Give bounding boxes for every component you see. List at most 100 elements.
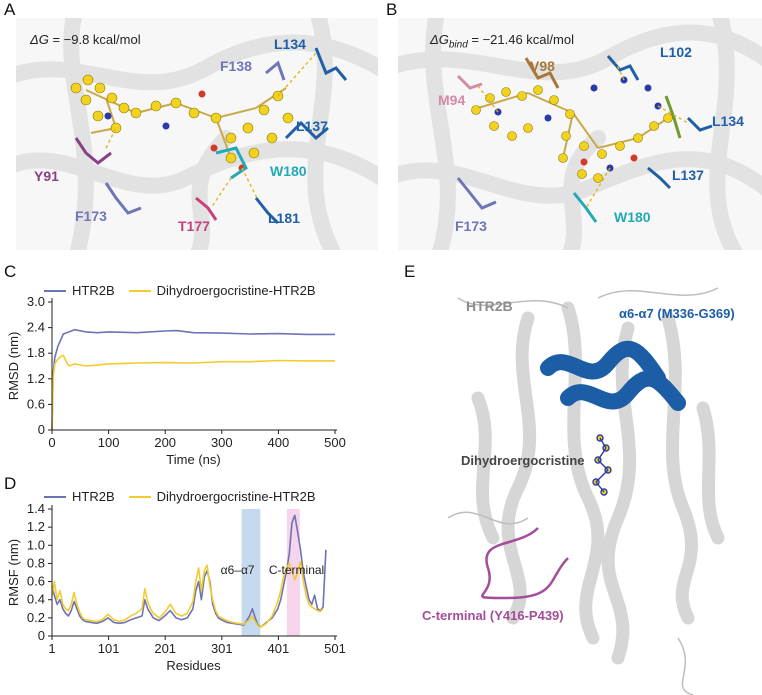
legend-swatch xyxy=(44,495,66,498)
region-label: C-terminal xyxy=(269,563,324,577)
x-axis-label: Time (ns) xyxy=(166,452,220,467)
y-tick-label: 3.0 xyxy=(27,294,45,309)
panel-e-helix-ribbon xyxy=(540,340,686,411)
y-tick-label: 0 xyxy=(38,422,45,437)
legend-label: HTR2B xyxy=(72,283,115,298)
panel-a-energy: ΔG = −9.8 kcal/mol xyxy=(30,32,141,47)
chart-c-legend: HTR2B Dihydroergocristine-HTR2B xyxy=(44,283,330,298)
chart-c-legend-item: HTR2B xyxy=(44,283,115,298)
panel-a-ligand-atoms xyxy=(70,74,294,164)
panel-e-ligand-label: Dihydroergocristine xyxy=(461,453,585,468)
panel-letter-e: E xyxy=(404,262,416,281)
legend-label: Dihydroergocristine-HTR2B xyxy=(156,489,316,504)
panel-b-ligand-atoms xyxy=(471,85,673,183)
panel-a-residue-label-l137: L137 xyxy=(296,118,328,134)
panel-letter-a: A xyxy=(4,0,16,19)
y-tick-label: 0.2 xyxy=(27,610,45,625)
panel-b-residue-label-v98: V98 xyxy=(530,58,555,74)
panel-a-residue-label-l134: L134 xyxy=(274,36,306,52)
legend-label: Dihydroergocristine-HTR2B xyxy=(156,283,316,298)
panel-b-residue-label-l134: L134 xyxy=(712,113,744,129)
y-tick-label: 0.6 xyxy=(27,396,45,411)
panel-e-image xyxy=(447,287,725,695)
y-tick-label: 1.8 xyxy=(27,345,45,360)
x-tick-label: 300 xyxy=(211,435,233,450)
y-tick-label: 1.2 xyxy=(27,519,45,534)
highlight-region xyxy=(286,509,300,636)
y-tick-label: 0.6 xyxy=(27,574,45,589)
y-tick-label: 2.4 xyxy=(27,320,45,335)
chart-d-legend-item: Dihydroergocristine-HTR2B xyxy=(128,489,316,504)
panel-a-image xyxy=(16,18,378,250)
panel-e-protein-label: HTR2B xyxy=(466,298,513,314)
panel-b-hbonds xyxy=(477,62,689,209)
panel-e-cterm-label: C-terminal (Y416-P439) xyxy=(422,608,564,623)
panel-b-energy: ΔGbind = −21.46 kcal/mol xyxy=(430,32,574,51)
legend-swatch xyxy=(128,289,151,292)
y-tick-label: 1.4 xyxy=(27,501,45,516)
panel-a-energy-value: = −9.8 kcal/mol xyxy=(48,32,141,47)
panel-b-oxygen-atoms xyxy=(580,154,638,166)
highlight-region xyxy=(241,509,261,636)
x-tick-label: 401 xyxy=(268,641,290,656)
x-tick-label: 1 xyxy=(48,641,55,656)
panel-e-cterm-loop xyxy=(480,527,569,600)
y-tick-label: 1.2 xyxy=(27,371,45,386)
chart-c-legend-item: Dihydroergocristine-HTR2B xyxy=(128,283,316,298)
panel-a-residue-label-y91: Y91 xyxy=(34,168,59,184)
x-tick-label: 201 xyxy=(154,641,176,656)
series-line-2 xyxy=(51,560,324,628)
legend-swatch xyxy=(128,495,151,498)
x-tick-label: 400 xyxy=(268,435,290,450)
panel-a-ribbons xyxy=(16,18,378,250)
panel-letter-d: D xyxy=(4,474,17,493)
panel-a-nitrogen-atoms xyxy=(104,112,170,130)
panel-e-structure xyxy=(418,278,762,695)
panel-b-energy-value: = −21.46 kcal/mol xyxy=(467,32,574,47)
x-tick-label: 301 xyxy=(211,641,233,656)
panel-letter-c: C xyxy=(4,262,17,281)
legend-label: HTR2B xyxy=(72,489,115,504)
panel-a-energy-symbol: ΔG xyxy=(30,32,49,47)
panel-b-residue-label-l137: L137 xyxy=(672,167,704,183)
panel-a-hbonds xyxy=(105,52,317,209)
panel-b-structure xyxy=(398,18,762,250)
series-line-1 xyxy=(51,514,327,628)
panel-b-ribbons xyxy=(398,18,762,250)
panel-b-energy-subscript: bind xyxy=(448,39,468,51)
panel-b-residue-sticks xyxy=(456,55,713,223)
panel-a-residue-label-f138: F138 xyxy=(220,58,252,74)
x-tick-label: 501 xyxy=(324,641,346,656)
y-tick-label: 0.8 xyxy=(27,555,45,570)
series-line-1 xyxy=(51,328,335,431)
panel-b-image xyxy=(398,18,762,250)
y-axis-label: RMSD (nm) xyxy=(6,332,21,401)
panel-a-residue-sticks xyxy=(74,47,348,225)
panel-b-energy-symbol: ΔG xyxy=(430,32,449,47)
series-line-2 xyxy=(51,354,335,431)
x-tick-label: 500 xyxy=(324,435,346,450)
chart-d-legend: HTR2B Dihydroergocristine-HTR2B xyxy=(44,489,330,504)
x-tick-label: 101 xyxy=(98,641,120,656)
legend-swatch xyxy=(44,289,66,292)
y-tick-label: 0 xyxy=(38,628,45,643)
panel-b-residue-label-w180: W180 xyxy=(614,209,651,225)
x-tick-label: 100 xyxy=(98,435,120,450)
panel-a-residue-label-t177: T177 xyxy=(178,218,210,234)
x-tick-label: 0 xyxy=(48,435,55,450)
panel-e-ligand xyxy=(592,434,612,496)
region-label: α6–α7 xyxy=(221,563,255,577)
y-axis-label: RMSF (nm) xyxy=(6,539,21,606)
panel-b-residue-label-l102: L102 xyxy=(660,44,692,60)
panel-b-residue-label-f173: F173 xyxy=(455,218,487,234)
x-axis-label: Residues xyxy=(166,658,221,673)
panel-a-residue-label-l181: L181 xyxy=(268,210,300,226)
x-tick-label: 200 xyxy=(154,435,176,450)
panel-e-helix-label: α6-α7 (M336-G369) xyxy=(619,306,735,321)
panel-a-structure xyxy=(16,18,378,250)
chart-d-legend-item: HTR2B xyxy=(44,489,115,504)
panel-b-residue-label-m94: M94 xyxy=(438,92,466,108)
panel-a-residue-label-w180: W180 xyxy=(270,163,307,179)
y-tick-label: 0.4 xyxy=(27,592,45,607)
y-tick-label: 1.0 xyxy=(27,537,45,552)
